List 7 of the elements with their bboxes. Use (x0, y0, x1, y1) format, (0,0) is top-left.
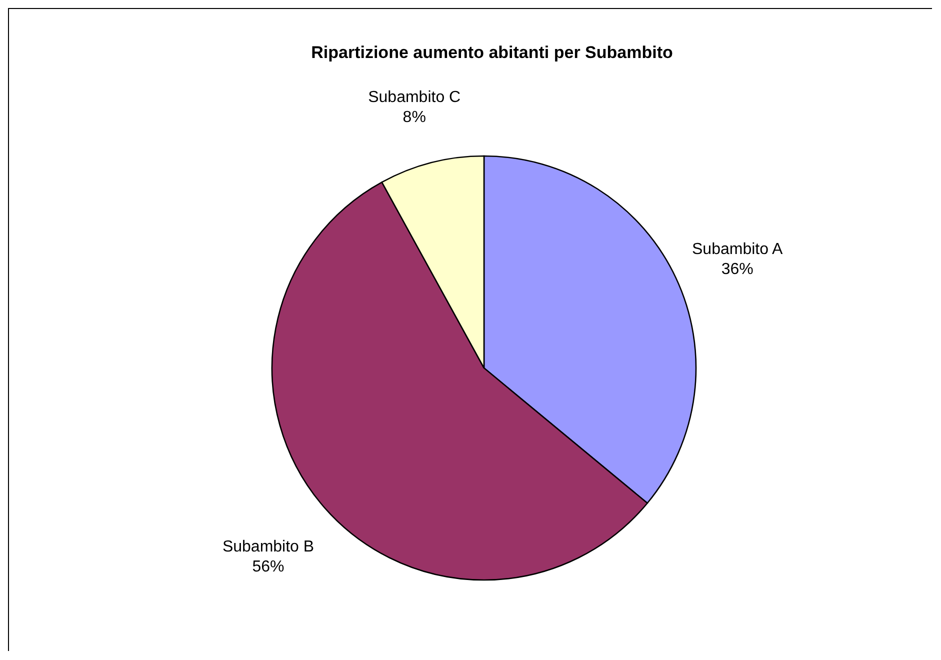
data-label: 36% (721, 260, 754, 278)
slice-label: Subambito C (368, 88, 461, 106)
chart-title: Ripartizione aumento abitanti per Subambito (311, 43, 673, 62)
data-label: 56% (252, 558, 284, 576)
slice-label: Subambito B (222, 538, 314, 556)
data-label: 8% (402, 108, 426, 126)
slice-label: Subambito A (692, 240, 784, 258)
